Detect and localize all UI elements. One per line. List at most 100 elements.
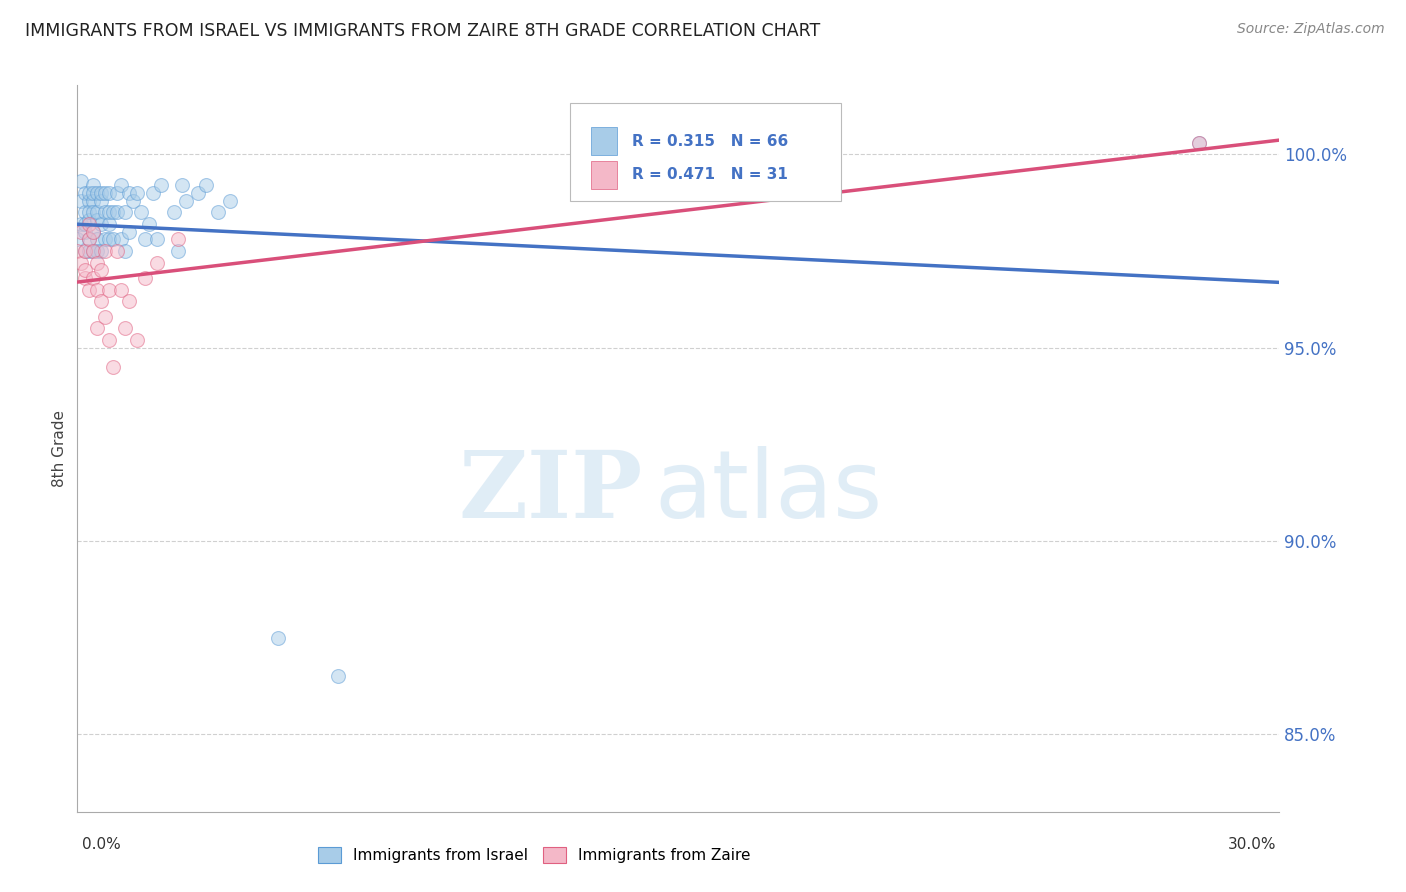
Point <box>79 213 101 227</box>
Point <box>103 232 125 246</box>
Point <box>118 225 141 239</box>
Point <box>86 244 108 258</box>
Point <box>98 217 121 231</box>
Point <box>79 217 101 231</box>
Point <box>70 255 93 269</box>
Point <box>98 333 121 347</box>
Text: ZIP: ZIP <box>458 447 643 537</box>
Point <box>98 283 121 297</box>
Point <box>326 669 349 683</box>
Point <box>174 194 197 208</box>
Point <box>82 244 104 258</box>
Point <box>166 232 188 246</box>
Point <box>110 283 132 297</box>
Point <box>79 283 101 297</box>
Point <box>75 244 97 258</box>
Text: Source: ZipAtlas.com: Source: ZipAtlas.com <box>1237 22 1385 37</box>
Point <box>75 263 97 277</box>
Point <box>66 232 89 246</box>
Point <box>1188 136 1211 150</box>
Point <box>98 186 121 200</box>
Point <box>75 186 97 200</box>
Point <box>70 225 93 239</box>
Point <box>194 178 217 193</box>
Point <box>218 194 240 208</box>
Point <box>150 178 173 193</box>
Point <box>127 186 149 200</box>
Point <box>90 194 112 208</box>
Point <box>82 225 104 239</box>
Point <box>86 283 108 297</box>
Text: R = 0.315   N = 66: R = 0.315 N = 66 <box>631 134 787 149</box>
Point <box>134 232 156 246</box>
Point <box>187 186 209 200</box>
Point <box>82 205 104 219</box>
Point <box>82 271 104 285</box>
Text: R = 0.471   N = 31: R = 0.471 N = 31 <box>631 167 787 182</box>
Point <box>86 232 108 246</box>
Point <box>90 217 112 231</box>
Point <box>1188 136 1211 150</box>
Point <box>98 232 121 246</box>
Point <box>79 244 101 258</box>
Point <box>86 205 108 219</box>
Point <box>90 186 112 200</box>
Point <box>79 205 101 219</box>
Legend: Immigrants from Israel, Immigrants from Zaire: Immigrants from Israel, Immigrants from … <box>312 841 756 870</box>
Point <box>114 205 136 219</box>
Point <box>86 213 108 227</box>
Point <box>267 631 290 645</box>
Y-axis label: 8th Grade: 8th Grade <box>52 409 67 487</box>
Point <box>114 244 136 258</box>
Point <box>66 244 89 258</box>
Point <box>146 255 169 269</box>
Point <box>75 244 97 258</box>
Point <box>94 186 117 200</box>
Point <box>75 271 97 285</box>
Point <box>90 244 112 258</box>
Text: atlas: atlas <box>654 446 883 538</box>
Point <box>75 225 97 239</box>
Point <box>142 186 165 200</box>
Point <box>138 217 160 231</box>
Point <box>162 205 184 219</box>
Point <box>90 294 112 309</box>
Point <box>94 232 117 246</box>
Point <box>90 263 112 277</box>
Point <box>86 186 108 200</box>
Point <box>110 232 132 246</box>
Point <box>82 178 104 193</box>
Point <box>75 217 97 231</box>
Point <box>79 186 101 200</box>
Point <box>107 205 129 219</box>
Text: 0.0%: 0.0% <box>82 837 121 852</box>
Point <box>82 225 104 239</box>
Point <box>170 178 193 193</box>
FancyBboxPatch shape <box>591 161 617 188</box>
Point <box>114 321 136 335</box>
Point <box>94 244 117 258</box>
Point <box>94 310 117 324</box>
Point <box>79 232 101 246</box>
Point <box>82 186 104 200</box>
Point <box>118 186 141 200</box>
Point <box>107 186 129 200</box>
Point <box>94 205 117 219</box>
Point <box>134 271 156 285</box>
Point <box>70 194 93 208</box>
Point <box>131 205 153 219</box>
Point <box>79 194 101 208</box>
Text: 30.0%: 30.0% <box>1229 837 1277 852</box>
Point <box>70 174 93 188</box>
Point <box>146 232 169 246</box>
Point <box>207 205 229 219</box>
Point <box>86 255 108 269</box>
Point <box>110 178 132 193</box>
Point <box>82 244 104 258</box>
Point <box>127 333 149 347</box>
Point <box>122 194 145 208</box>
FancyBboxPatch shape <box>591 128 617 155</box>
Point <box>103 205 125 219</box>
Point <box>118 294 141 309</box>
FancyBboxPatch shape <box>571 103 841 201</box>
